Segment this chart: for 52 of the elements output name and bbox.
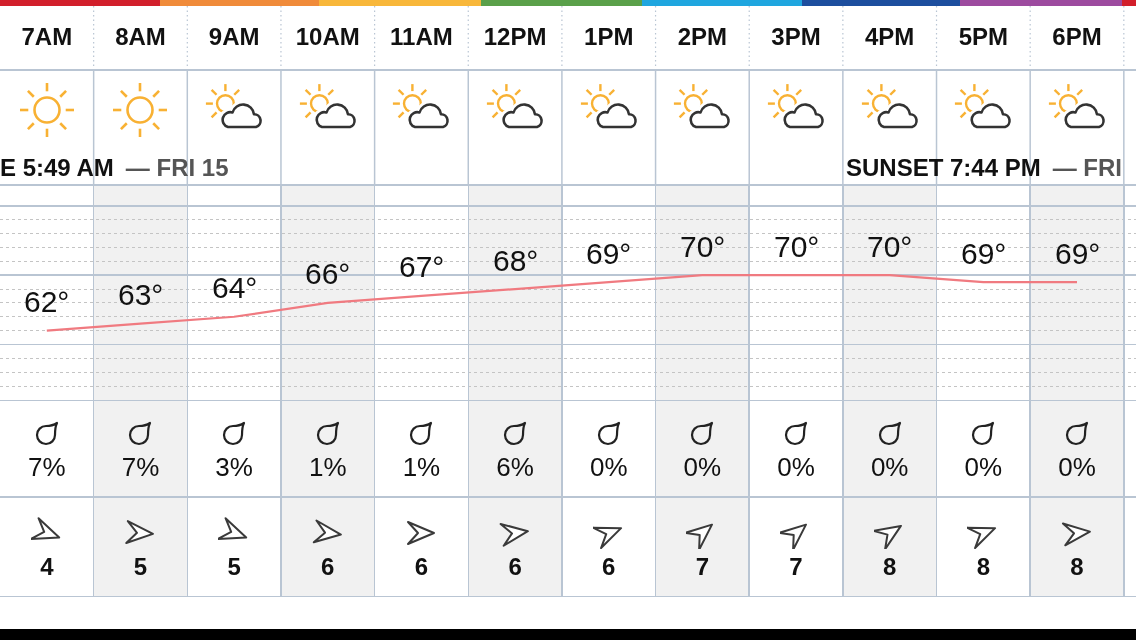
x-tick-label: 8AM (115, 23, 166, 51)
data-label: 6 (321, 552, 335, 580)
text: E 5:49 AM (0, 154, 114, 181)
data-label: 6 (508, 552, 522, 580)
data-label: 8 (976, 552, 991, 580)
data-label: 6% (496, 451, 534, 482)
data-label: 64° (212, 271, 258, 304)
x-tick-label: 12PM (483, 23, 547, 51)
data-label: 8 (883, 552, 897, 580)
text: — FRI (1052, 154, 1122, 181)
data-label: 68° (493, 244, 539, 277)
data-label: 0% (589, 451, 628, 482)
data-label: 69° (586, 237, 632, 270)
data-label: 7 (695, 552, 710, 580)
data-label: 0% (777, 451, 815, 482)
x-tick-label: 3PM (771, 23, 821, 51)
data-label: 7% (28, 451, 66, 482)
x-tick-label: 9AM (208, 23, 260, 51)
data-label: 0% (964, 451, 1003, 482)
data-label: 0% (870, 451, 909, 482)
x-tick-label: 4PM (865, 23, 915, 51)
data-label: 69° (1055, 237, 1101, 270)
data-label: 4 (40, 552, 55, 580)
x-tick-label: 2PM (677, 23, 728, 51)
x-tick-label: 10AM (295, 23, 360, 51)
x-tick-label: 11AM (390, 23, 453, 51)
x-tick-label: 1PM (584, 23, 634, 51)
text: — FRI 15 (125, 154, 229, 181)
data-label: 5 (133, 552, 148, 580)
data-label: 70° (680, 230, 726, 263)
data-label: 6 (414, 552, 429, 580)
data-label: 67° (399, 250, 445, 283)
x-tick-label: 7AM (21, 23, 73, 51)
data-label: 3% (215, 451, 253, 482)
data-label: 63° (118, 278, 164, 311)
data-label: 69° (961, 237, 1007, 270)
data-label: 8 (1070, 552, 1084, 580)
data-label: 7% (121, 451, 160, 482)
x-tick-label: 6PM (1052, 23, 1102, 51)
data-label: 7 (789, 552, 803, 580)
data-label: 1% (402, 451, 441, 482)
data-label: 70° (774, 230, 820, 263)
data-label: 0% (683, 451, 722, 482)
data-label: 70° (867, 230, 913, 263)
data-label: 0% (1058, 451, 1096, 482)
x-tick-label: 5PM (958, 23, 1009, 51)
text: SUNSET 7:44 PM (845, 154, 1041, 181)
data-label: 66° (305, 257, 351, 290)
data-label: 6 (602, 552, 616, 580)
data-label: 1% (308, 451, 347, 482)
data-label: 62° (24, 285, 70, 318)
data-label: 5 (227, 552, 241, 580)
